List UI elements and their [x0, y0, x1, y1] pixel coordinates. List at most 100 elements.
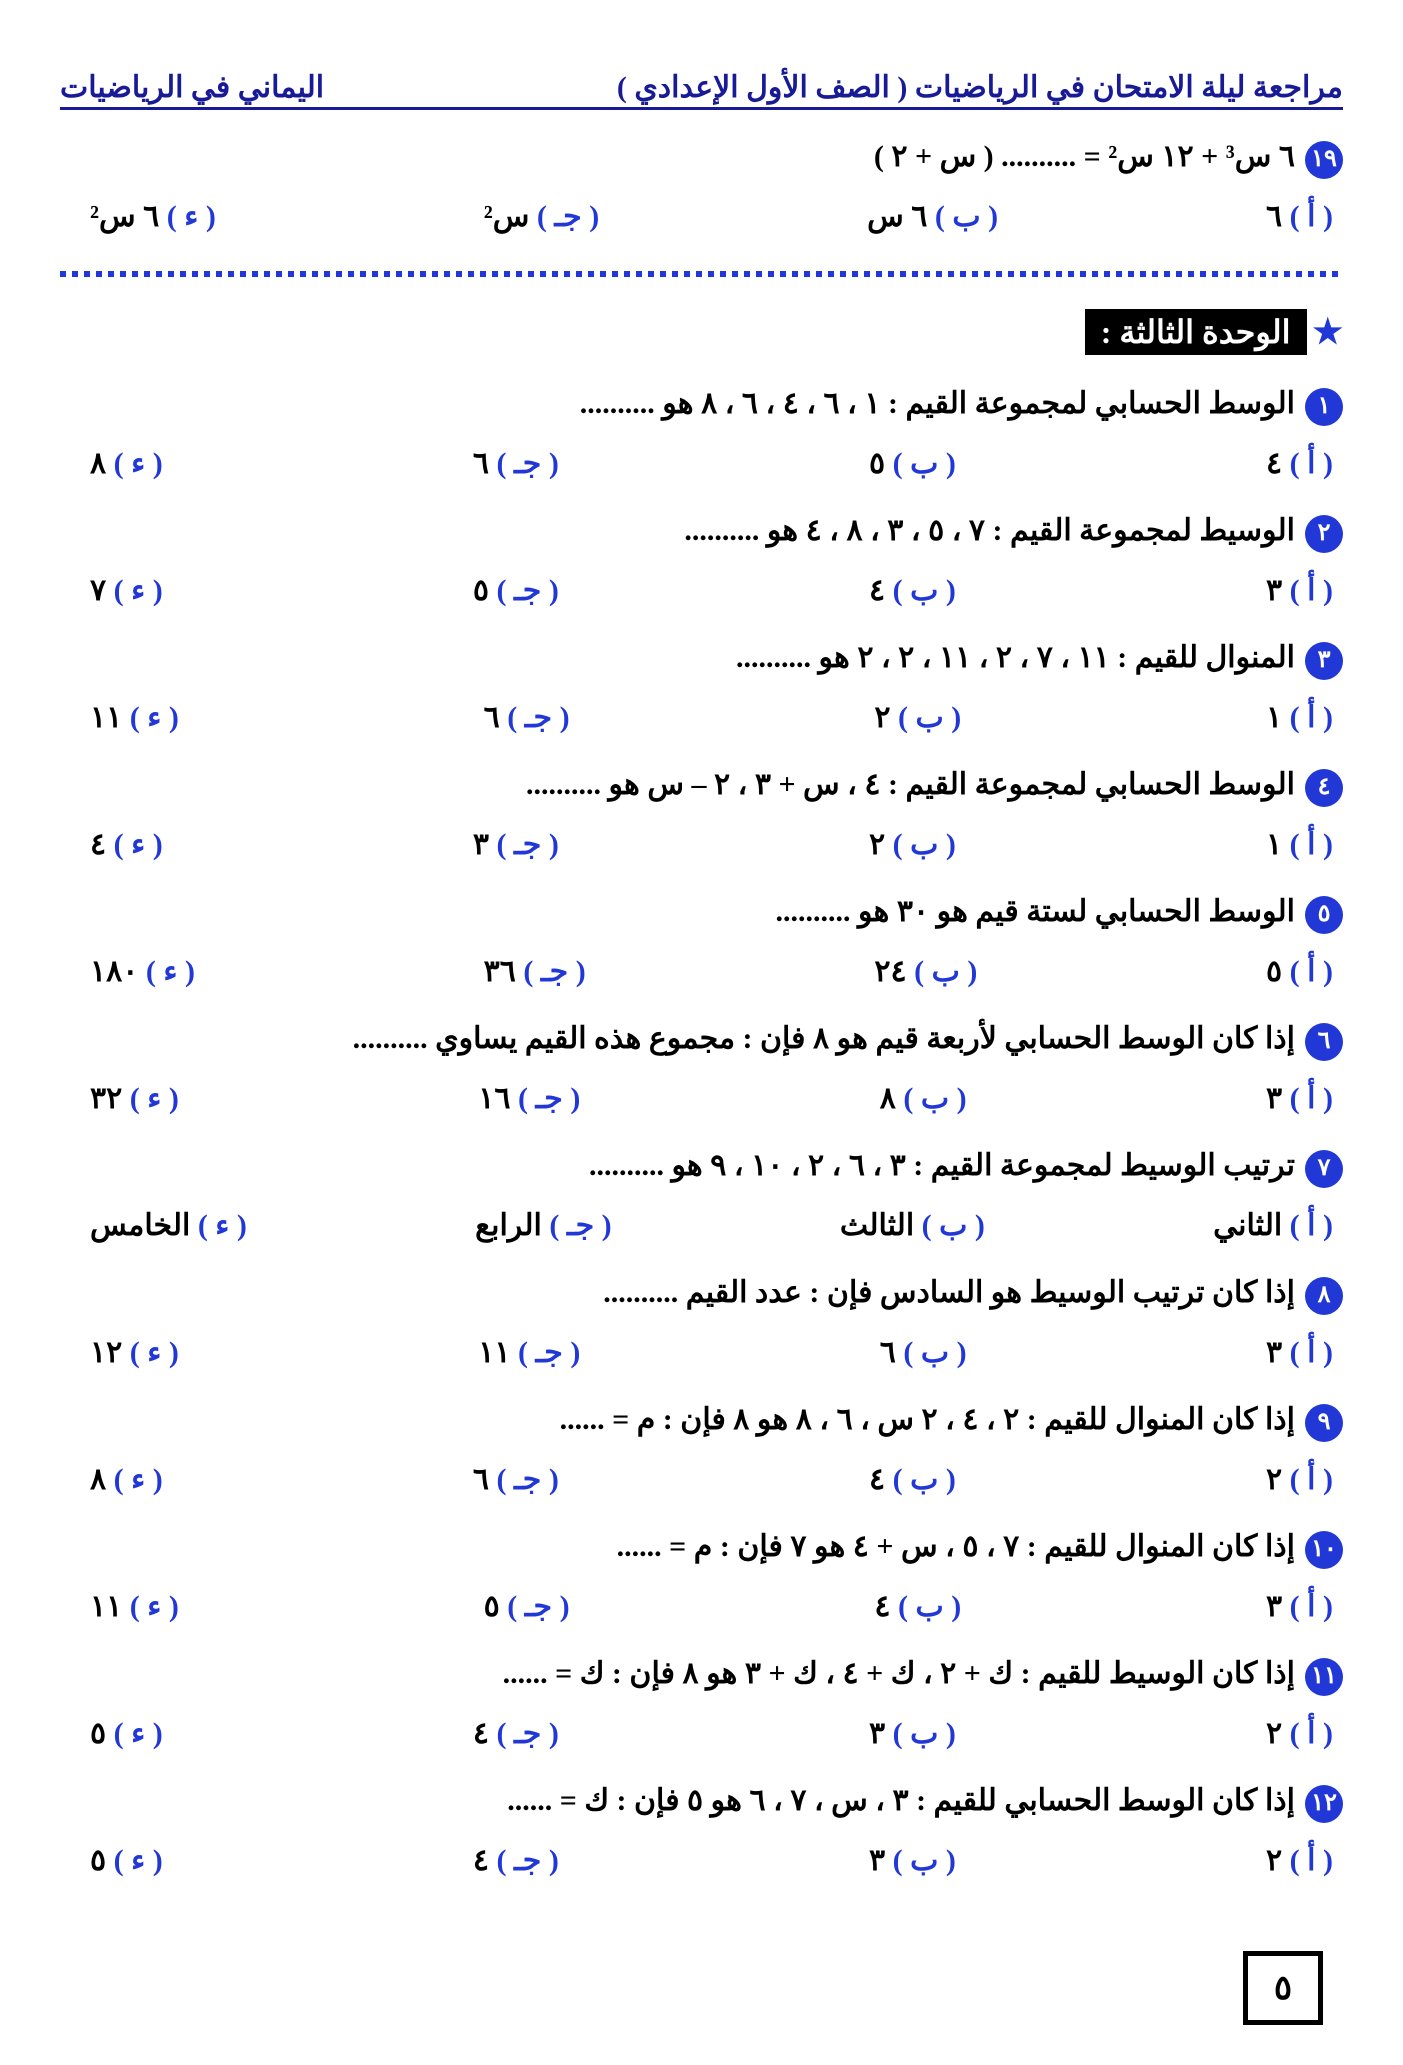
lbl-c: ( جـ ) [497, 1717, 559, 1750]
opt: ٨ [880, 1082, 904, 1115]
lbl-d: ( ء ) [130, 1082, 179, 1115]
options: ( أ ) ٣( ب ) ٤( جـ ) ٥( ء ) ١١ [60, 1577, 1343, 1637]
opt: ٢ [1266, 1463, 1290, 1496]
opt: ٦ [484, 701, 508, 734]
question: ١٢إذا كان الوسط الحسابي للقيم : ٣ ، س ، … [60, 1772, 1343, 1829]
lbl-b: ( ب ) [893, 1717, 956, 1750]
qtext-19: ٦ س³ + ١٢ س² = .......... ( س + ٢ ) [874, 128, 1295, 185]
opt: ٦ س [867, 200, 927, 233]
qnum-19: ١٩ [1305, 141, 1343, 179]
question: ٥ الوسط الحسابي لستة قيم هو ٣٠ هو .......… [60, 883, 1343, 940]
lbl-c: ( جـ ) [507, 701, 569, 734]
qtext: إذا كان المنوال للقيم : ٧ ، ٥ ، س + ٤ هو… [617, 1518, 1295, 1575]
opt: الثالث [840, 1209, 922, 1242]
lbl-c: ( جـ ) [507, 1590, 569, 1623]
question: ٣المنوال للقيم : ١١ ، ٧ ، ٢ ، ١١ ، ٢ ، ٢… [60, 629, 1343, 686]
question: ٩إذا كان المنوال للقيم : ٢ ، ٤ ، ٢ س ، ٦… [60, 1391, 1343, 1448]
opt: ٣ [869, 1717, 893, 1750]
opt: ٣٢ [90, 1082, 130, 1115]
lbl-c: ( جـ ) [497, 1463, 559, 1496]
qnum: ٨ [1305, 1277, 1343, 1315]
lbl-a: ( أ ) [1290, 701, 1333, 734]
lbl-c: ( جـ ) [497, 1844, 559, 1877]
options: ( أ ) ٣( ب ) ٦( جـ ) ١١( ء ) ١٢ [60, 1323, 1343, 1383]
opt: ٤ [869, 574, 893, 607]
lbl-d: ( ء ) [114, 828, 163, 861]
options: ( أ ) ٢( ب ) ٤( جـ ) ٦( ء ) ٨ [60, 1450, 1343, 1510]
opt: ١١ [90, 1590, 130, 1623]
lbl-a: ( أ ) [1290, 1336, 1333, 1369]
opt: س² [484, 200, 530, 233]
lbl-d: ( ء ) [198, 1209, 247, 1242]
opt: ٨ [90, 1463, 114, 1496]
qtext: إذا كان المنوال للقيم : ٢ ، ٤ ، ٢ س ، ٦ … [560, 1391, 1295, 1448]
question-19: ١٩ ٦ س³ + ١٢ س² = .......... ( س + ٢ ) [60, 128, 1343, 185]
lbl-b: ( ب ) [893, 447, 956, 480]
opt: ٢ [1266, 1717, 1290, 1750]
lbl-b: ( ب ) [914, 955, 977, 988]
page-number: ٥ [1243, 1951, 1323, 2025]
lbl-c: ( جـ ) [497, 574, 559, 607]
options: ( أ ) ٤( ب ) ٥( جـ ) ٦( ء ) ٨ [60, 434, 1343, 494]
opt: الثاني [1213, 1209, 1290, 1242]
lbl-a: ( أ ) [1290, 447, 1333, 480]
opt: ٣ [1266, 1336, 1290, 1369]
qnum: ٧ [1305, 1150, 1343, 1188]
lbl-d: ( ء ) [114, 574, 163, 607]
options: ( أ ) ٢( ب ) ٣( جـ ) ٤( ء ) ٥ [60, 1704, 1343, 1764]
qtext: إذا كان الوسط الحسابي لأربعة قيم هو ٨ فإ… [353, 1010, 1295, 1067]
opt: ٥ [473, 574, 497, 607]
opt: ٤ [1266, 447, 1290, 480]
opt: ٤ [874, 1590, 898, 1623]
options: ( أ ) ٥( ب ) ٢٤( جـ ) ٣٦( ء ) ١٨٠ [60, 942, 1343, 1002]
divider [60, 271, 1343, 277]
header-right: مراجعة ليلة الامتحان في الرياضيات ( الصف… [617, 70, 1343, 105]
opt: ٥ [1266, 955, 1290, 988]
opt: ٥ [484, 1590, 508, 1623]
lbl-d: ( ء ) [130, 1590, 179, 1623]
qtext: إذا كان الوسيط للقيم : ك + ٢ ، ك + ٤ ، ك… [503, 1645, 1295, 1702]
qtext: الوسط الحسابي لستة قيم هو ٣٠ هو ........… [776, 883, 1295, 940]
opt: ٣ [1266, 1590, 1290, 1623]
question: ٤الوسط الحسابي لمجموعة القيم : ٤ ، س + ٣… [60, 756, 1343, 813]
opt: ٦ [1266, 200, 1282, 233]
lbl-c: ( جـ ) [497, 447, 559, 480]
lbl-d: ( ء ) [114, 447, 163, 480]
lbl-c: ( جـ ) [537, 200, 599, 233]
lbl-b: ( ب ) [903, 1336, 966, 1369]
options: ( أ ) ٣( ب ) ٨( جـ ) ١٦( ء ) ٣٢ [60, 1069, 1343, 1129]
opt: ٧ [90, 574, 114, 607]
opt: ٢ [1266, 1844, 1290, 1877]
opt: ٣ [473, 828, 497, 861]
qtext: الوسط الحسابي لمجموعة القيم : ٤ ، س + ٣ … [526, 756, 1295, 813]
question: ١١ إذا كان الوسيط للقيم : ك + ٢ ، ك + ٤ ،… [60, 1645, 1343, 1702]
lbl-a: ( أ ) [1290, 955, 1333, 988]
lbl-d: ( ء ) [146, 955, 195, 988]
qnum: ٢ [1305, 515, 1343, 553]
qnum: ١١ [1305, 1658, 1343, 1696]
opt: ٢٤ [874, 955, 914, 988]
lbl-b: ( ب ) [898, 1590, 961, 1623]
options-19: ( أ ) ٦ ( ب ) ٦ س ( جـ ) س² ( ء ) ٦ س² [60, 187, 1343, 247]
opt: ٤ [90, 828, 114, 861]
lbl-a: ( أ ) [1290, 1082, 1333, 1115]
lbl-d: ( ء ) [130, 701, 179, 734]
opt: ٤ [473, 1717, 497, 1750]
lbl-b: ( ب ) [922, 1209, 985, 1242]
qnum: ٥ [1305, 896, 1343, 934]
opt: ٣ [1266, 574, 1290, 607]
lbl-a: ( أ ) [1290, 1209, 1333, 1242]
lbl-d: ( ء ) [114, 1463, 163, 1496]
opt: ١٦ [478, 1082, 518, 1115]
lbl-b: ( ب ) [893, 1463, 956, 1496]
opt: ٦ [473, 1463, 497, 1496]
opt: ٦ س² [90, 200, 159, 233]
question: ٨إذا كان ترتيب الوسيط هو السادس فإن : عد… [60, 1264, 1343, 1321]
question: ٦إذا كان الوسط الحسابي لأربعة قيم هو ٨ ف… [60, 1010, 1343, 1067]
opt: ٢ [874, 701, 898, 734]
question: ٧ترتيب الوسيط لمجموعة القيم : ٣ ، ٦ ، ٢ … [60, 1137, 1343, 1194]
lbl-c: ( جـ ) [518, 1082, 580, 1115]
lbl-b: ( ب ) [893, 1844, 956, 1877]
opt: الخامس [90, 1209, 198, 1242]
opt: ١١ [90, 701, 130, 734]
